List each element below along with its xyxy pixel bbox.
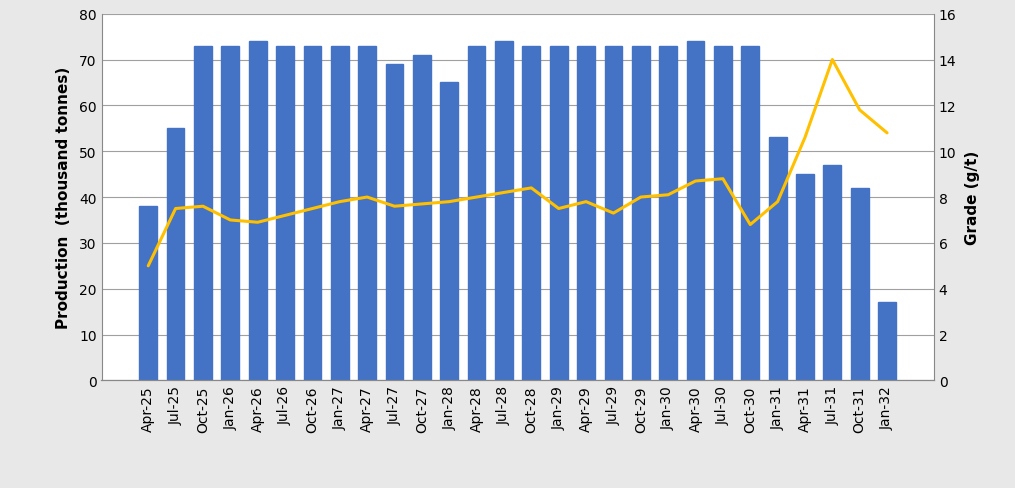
Bar [578, 47, 595, 381]
Bar [249, 42, 267, 381]
Bar [331, 47, 349, 381]
Bar [823, 165, 841, 381]
Bar [413, 56, 430, 381]
Bar [632, 47, 650, 381]
Bar [303, 47, 322, 381]
Bar [468, 47, 485, 381]
Y-axis label: Grade (g/t): Grade (g/t) [964, 151, 979, 244]
Bar [139, 207, 157, 381]
Bar [878, 303, 896, 381]
Bar [796, 175, 814, 381]
Bar [194, 47, 212, 381]
Bar [495, 42, 513, 381]
Bar [386, 65, 403, 381]
Bar [550, 47, 567, 381]
Bar [768, 138, 787, 381]
Bar [605, 47, 622, 381]
Bar [741, 47, 759, 381]
Bar [686, 42, 704, 381]
Bar [166, 129, 185, 381]
Y-axis label: Production  (thousand tonnes): Production (thousand tonnes) [56, 67, 71, 328]
Bar [660, 47, 677, 381]
Bar [523, 47, 540, 381]
Bar [276, 47, 294, 381]
Bar [441, 83, 458, 381]
Bar [358, 47, 376, 381]
Bar [851, 188, 869, 381]
Bar [714, 47, 732, 381]
Bar [221, 47, 240, 381]
